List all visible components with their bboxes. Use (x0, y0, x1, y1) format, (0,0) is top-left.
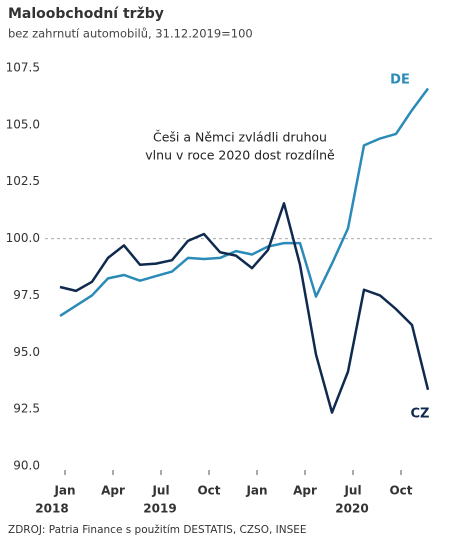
x-tick-label: Oct (197, 484, 220, 498)
x-tick-label: Apr (293, 484, 317, 498)
year-label: 2018 (35, 502, 68, 516)
chart-title: Maloobchodní tržby (8, 6, 164, 22)
x-tick-label: Jul (343, 484, 361, 498)
line (59, 202, 430, 414)
x-tick-label: Oct (389, 484, 412, 498)
line (59, 87, 430, 317)
y-tick-label: 95.0 (13, 345, 40, 359)
x-tick-label: Jan (53, 484, 75, 498)
y-tick-label: 107.5 (6, 61, 40, 75)
y-tick-label: 92.5 (13, 402, 40, 416)
y-tick-label: 90.0 (13, 459, 40, 473)
y-tick-label: 102.5 (6, 174, 40, 188)
x-tick-label: Jul (151, 484, 169, 498)
y-tick-label: 100.0 (6, 231, 40, 245)
series-label: CZ (411, 407, 430, 422)
series-label: DE (390, 73, 410, 88)
source: ZDROJ: Patria Finance s použitím DESTATI… (8, 524, 307, 536)
year-label: 2020 (335, 502, 368, 516)
annotation: vlnu v roce 2020 dost rozdílně (145, 148, 335, 163)
y-tick-label: 105.0 (6, 117, 40, 131)
annotation: Češi a Němci zvládli druhou (153, 130, 327, 145)
chart-subtitle: bez zahrnutí automobilů, 31.12.2019=100 (8, 27, 253, 41)
y-tick-label: 97.5 (13, 288, 40, 302)
x-tick-label: Apr (101, 484, 125, 498)
year-label: 2019 (143, 502, 176, 516)
x-tick-label: Jan (245, 484, 267, 498)
